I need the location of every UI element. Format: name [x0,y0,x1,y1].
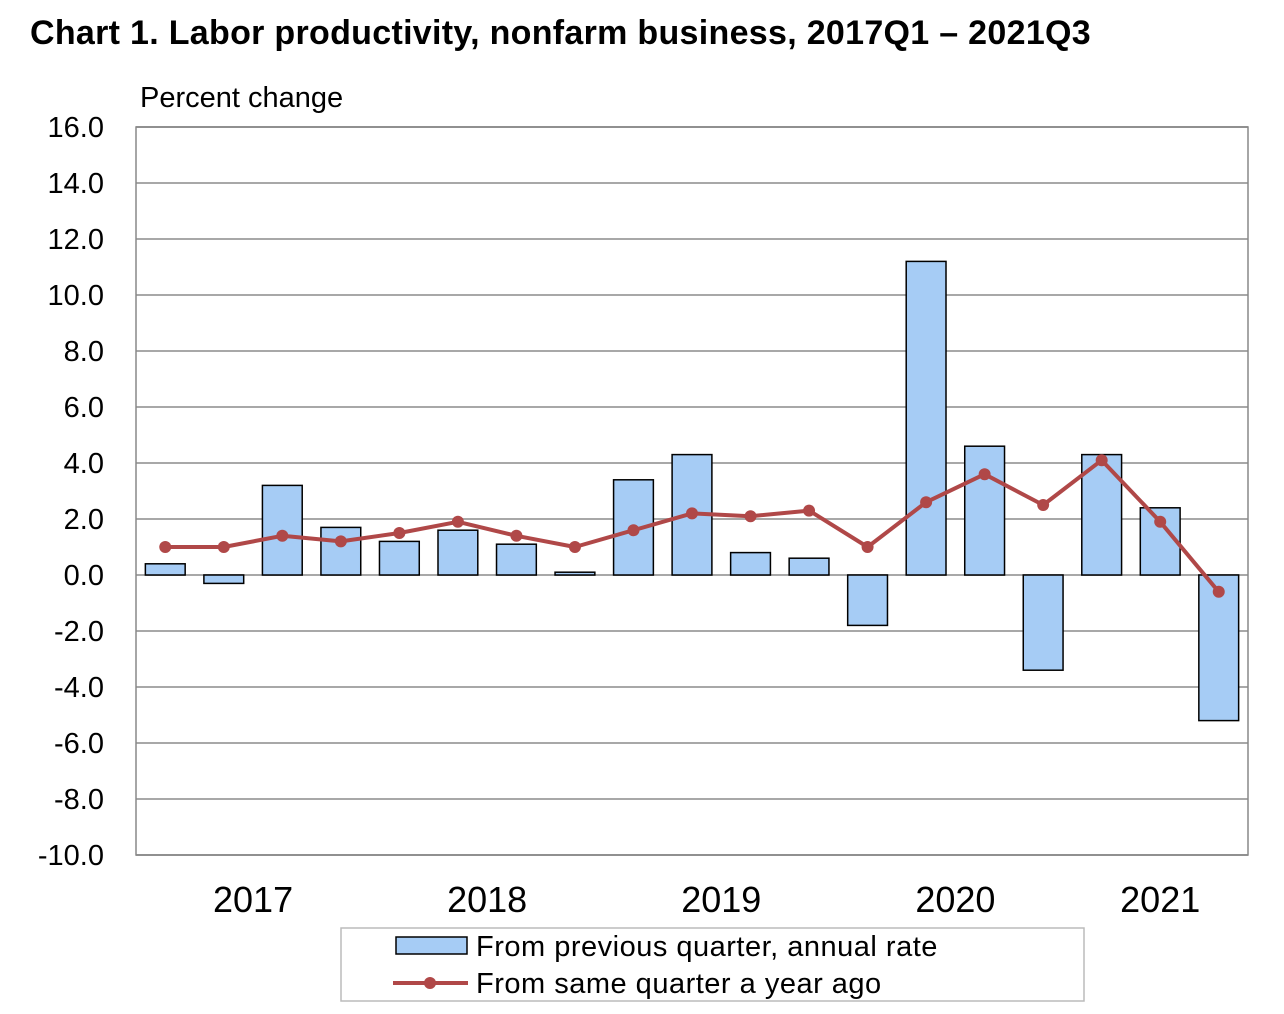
bar-2020Q3 [963,445,1006,576]
legend-label-line: From same quarter a year ago [476,968,882,1000]
x-year-label: 2020 [915,879,995,920]
x-year-label: 2019 [681,879,761,920]
x-year-label: 2021 [1120,879,1200,920]
y-tick-label: -10.0 [38,840,104,872]
legend: From previous quarter, annual rate From … [340,927,1085,1002]
line-point-2017Q2 [217,541,230,553]
line-point-2018Q3 [510,529,523,542]
y-tick-label: 0.0 [64,560,104,592]
plot-frame [135,126,1249,856]
bar-2018Q3 [495,543,538,576]
line-point-2018Q1 [393,527,406,539]
y-tick-label: -4.0 [54,672,104,704]
y-tick-label: 8.0 [64,336,104,368]
legend-label-bars: From previous quarter, annual rate [476,931,938,963]
line-point-2018Q2 [451,515,464,528]
bar-2021Q3 [1198,574,1240,722]
y-tick-label: 16.0 [48,112,104,144]
line-point-2020Q1 [861,541,874,553]
bar-2020Q2 [905,260,947,576]
y-tick-label: 14.0 [48,168,104,200]
bar-2017Q2 [203,574,245,585]
line-point-2019Q1 [627,524,640,537]
x-year-labels: 2017 2018 2019 2020 2021 [213,879,1200,920]
legend-line-marker [424,977,436,989]
y-axis-label: Percent change [140,82,343,114]
line-point-2018Q4 [568,541,581,553]
bar-2018Q4 [554,571,596,576]
line-point-2020Q4 [1037,499,1050,511]
line-point-2020Q3 [978,468,991,481]
y-tick-label: -2.0 [54,616,104,648]
line-point-2021Q1 [1095,454,1108,467]
line-point-2019Q4 [803,504,816,517]
bar-series [144,260,1240,722]
line-point-2020Q2 [920,496,933,509]
y-tick-label: -8.0 [54,784,104,816]
bar-2018Q1 [378,540,421,576]
line-point-2021Q3 [1212,585,1225,598]
y-tick-label: 6.0 [64,392,104,424]
y-tick-label: 12.0 [48,224,104,256]
line-point-2021Q2 [1154,515,1167,528]
line-point-2017Q1 [159,541,172,553]
line-point-2019Q2 [686,507,698,520]
bar-2017Q1 [144,563,186,576]
y-tick-labels: 16.0 14.0 12.0 10.0 8.0 6.0 4.0 2.0 0.0 -2.0 -4.0 -… [38,112,104,872]
line-point-2019Q3 [744,510,757,523]
bar-2019Q4 [788,557,830,576]
line-point-2017Q3 [276,529,289,542]
bar-2020Q1 [846,574,889,627]
bar-2017Q4 [320,526,362,576]
x-year-label: 2017 [213,879,293,920]
line-point-2017Q4 [334,535,347,548]
bar-2019Q3 [729,551,772,576]
chart-title: Chart 1. Labor productivity, nonfarm bus… [30,14,1091,52]
y-tick-label: 10.0 [48,280,104,312]
x-year-label: 2018 [447,879,527,920]
y-tick-label: 2.0 [64,504,104,536]
y-tick-label: 4.0 [64,448,104,480]
line-series [159,454,1225,598]
y-tick-label: -6.0 [54,728,104,760]
bar-2020Q4 [1022,574,1064,671]
bar-2018Q2 [437,529,479,576]
legend-bar-swatch [395,936,468,955]
